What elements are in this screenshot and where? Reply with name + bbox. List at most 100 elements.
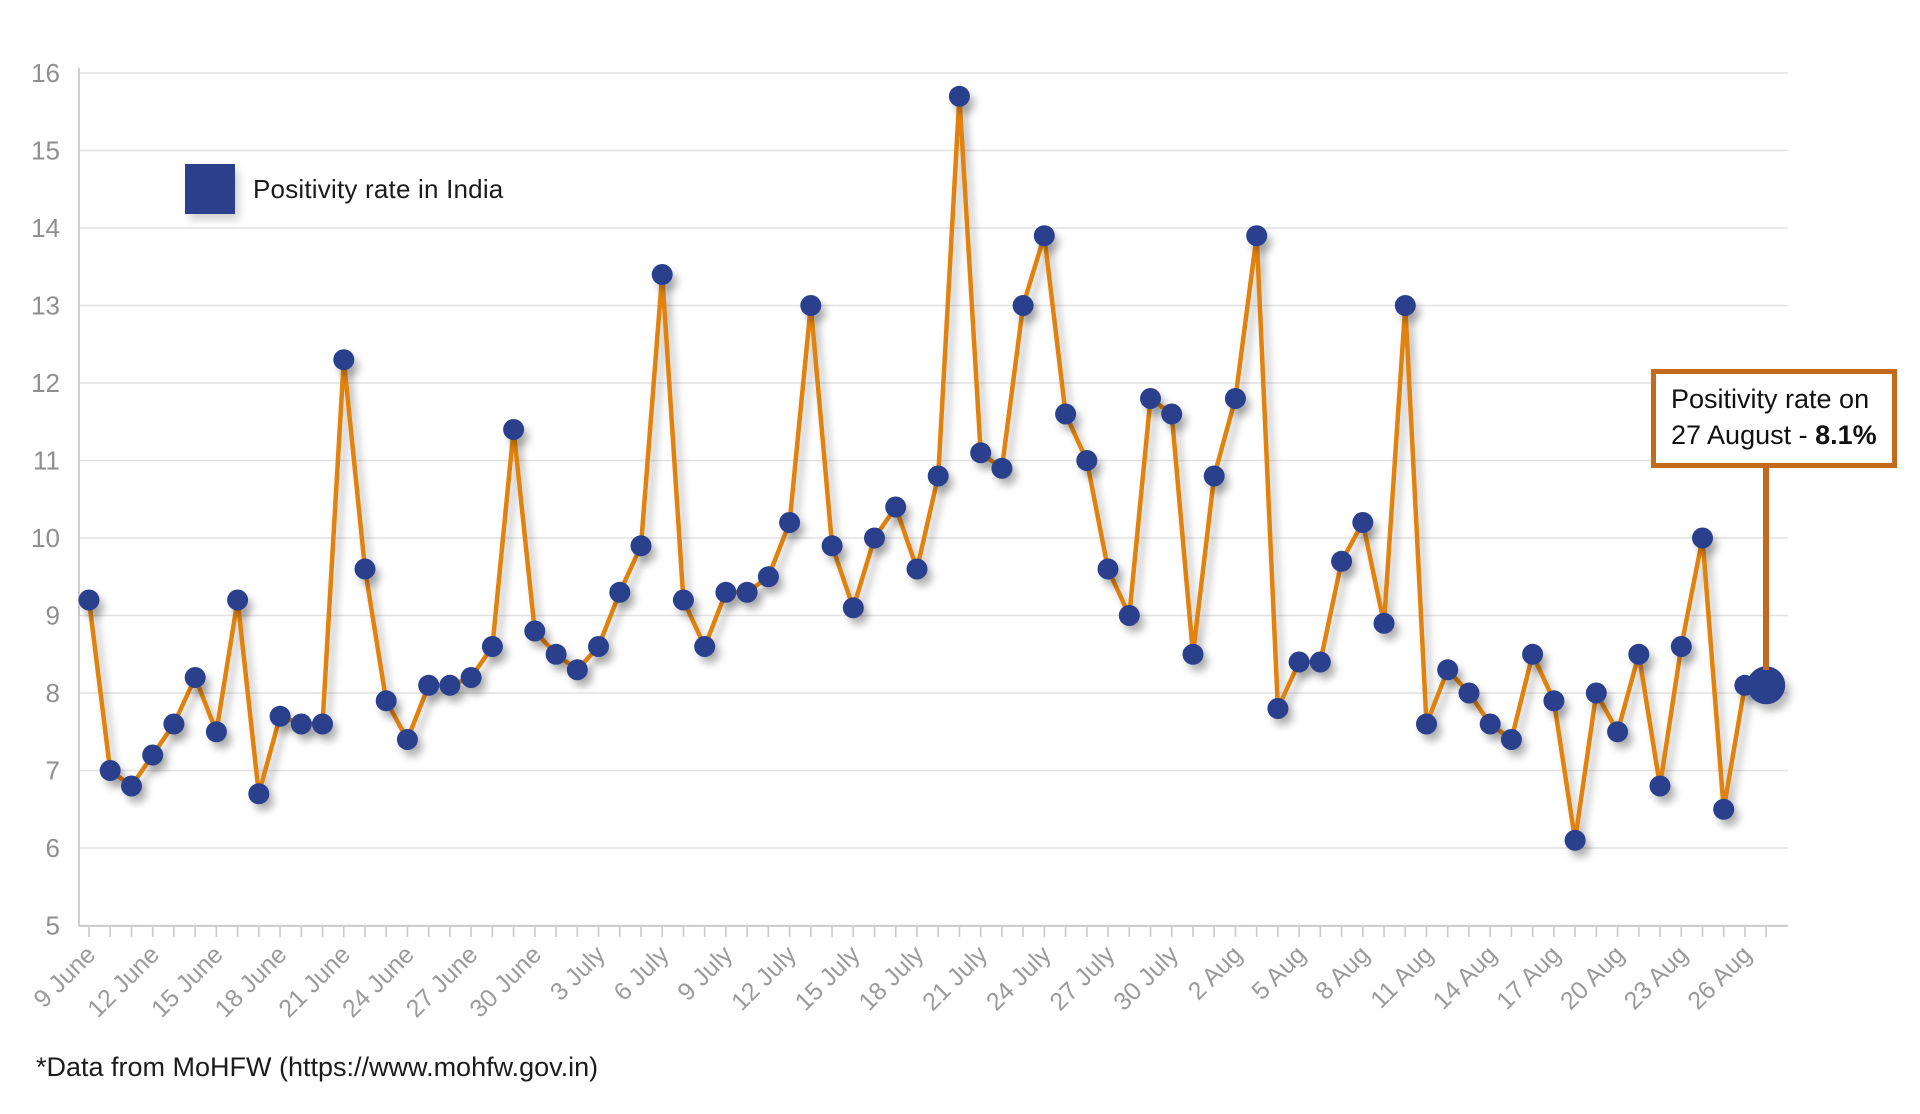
data-point: [1097, 558, 1119, 580]
data-point: [588, 636, 609, 657]
data-point: [1437, 659, 1459, 681]
data-point: [672, 589, 694, 611]
data-point: [481, 636, 503, 657]
x-tick-label: 21 July: [917, 940, 993, 1016]
data-point: [694, 636, 716, 657]
x-axis-ticks: [88, 927, 1767, 937]
x-tick-label: 15 July: [790, 940, 866, 1016]
data-point: [205, 721, 227, 743]
y-tick-label: 14: [31, 213, 60, 243]
x-tick-label: 14 Aug: [1428, 940, 1503, 1015]
data-point: [609, 581, 631, 603]
annotation-line1: Positivity rate on: [1671, 384, 1870, 414]
data-point: [503, 419, 525, 440]
data-point: [1458, 682, 1480, 704]
data-point: [1182, 643, 1204, 665]
data-point: [354, 558, 376, 580]
x-tick-label: 26 Aug: [1682, 940, 1757, 1015]
x-tick-label: 3 July: [545, 940, 611, 1006]
x-tick-label: 5 Aug: [1246, 940, 1311, 1005]
data-point: [1394, 295, 1416, 316]
data-point: [1692, 527, 1713, 549]
data-point: [1118, 605, 1140, 626]
data-point: [460, 667, 482, 688]
data-point: [545, 643, 567, 665]
data-point: [970, 442, 992, 464]
data-point: [1331, 550, 1353, 572]
data-point: [163, 713, 185, 735]
x-tick-label: 20 Aug: [1555, 940, 1630, 1015]
data-point: [630, 535, 652, 557]
data-point: [1140, 388, 1161, 409]
data-point: [864, 527, 885, 549]
y-tick-label: 5: [46, 911, 60, 941]
data-points: [78, 85, 1786, 851]
data-point: [948, 85, 970, 107]
data-point: [290, 713, 312, 735]
data-point: [524, 620, 546, 642]
data-point: [121, 775, 142, 797]
data-point: [78, 589, 100, 611]
data-point: [1500, 729, 1522, 750]
source-note: *Data from MoHFW (https://www.mohfw.gov.…: [36, 1052, 599, 1082]
data-point: [1522, 643, 1544, 665]
data-point: [269, 705, 291, 727]
axis-lines: [78, 68, 1788, 927]
data-point: [1585, 682, 1607, 704]
data-point: [184, 667, 206, 688]
data-point: [312, 713, 333, 735]
data-point: [1670, 636, 1692, 657]
chart-legend: Positivity rate in India: [185, 164, 503, 214]
y-tick-label: 16: [31, 58, 60, 88]
x-tick-label: 30 June: [464, 940, 547, 1023]
data-point: [1309, 651, 1331, 673]
x-tick-label: 18 July: [853, 940, 929, 1016]
y-tick-label: 11: [33, 446, 60, 476]
data-point: [821, 535, 843, 557]
annotation-line2: 27 August - 8.1%: [1671, 420, 1877, 451]
y-tick-label: 7: [46, 756, 60, 786]
data-point: [1161, 403, 1183, 425]
x-tick-label: 24 July: [981, 940, 1057, 1016]
data-point: [842, 597, 864, 619]
data-point: [715, 581, 737, 603]
data-point: [1267, 698, 1289, 719]
x-tick-label: 8 Aug: [1310, 940, 1375, 1005]
data-point: [1479, 713, 1501, 735]
data-point: [375, 690, 397, 712]
data-point: [1564, 829, 1586, 851]
data-point: [757, 566, 779, 588]
data-point: [333, 349, 355, 371]
data-point: [1713, 798, 1735, 820]
data-point: [800, 295, 822, 316]
data-point: [1288, 651, 1310, 673]
data-point: [248, 783, 270, 805]
data-point: [651, 264, 673, 285]
data-point: [885, 496, 907, 518]
data-point: [991, 457, 1013, 479]
data-point: [1076, 450, 1098, 471]
data-point: [1628, 643, 1650, 665]
data-point: [1203, 465, 1225, 487]
y-tick-label: 10: [31, 523, 60, 553]
data-point: [99, 760, 121, 781]
data-point: [566, 659, 588, 681]
data-point: [1012, 295, 1034, 316]
data-point: [439, 674, 461, 696]
annotation-stem: [1763, 458, 1769, 670]
y-tick-label: 8: [46, 678, 60, 708]
data-point: [227, 589, 249, 611]
data-point: [1543, 690, 1565, 712]
legend-swatch-icon: [185, 164, 235, 214]
data-point: [1352, 512, 1374, 533]
data-point: [1224, 388, 1246, 409]
y-tick-label: 15: [31, 136, 60, 166]
x-tick-label: 17 Aug: [1491, 940, 1566, 1015]
data-point: [396, 729, 418, 750]
y-tick-label: 13: [31, 291, 60, 321]
data-point: [1649, 775, 1671, 797]
legend-label: Positivity rate in India: [253, 173, 504, 204]
data-point: [906, 558, 928, 580]
